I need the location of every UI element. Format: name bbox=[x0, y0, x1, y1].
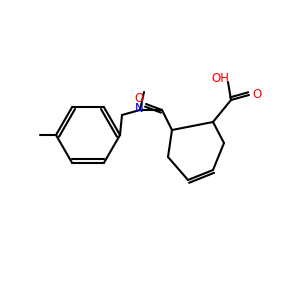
Text: OH: OH bbox=[211, 71, 229, 85]
Text: O: O bbox=[252, 88, 262, 101]
Text: N: N bbox=[135, 103, 143, 116]
Text: O: O bbox=[134, 92, 144, 106]
